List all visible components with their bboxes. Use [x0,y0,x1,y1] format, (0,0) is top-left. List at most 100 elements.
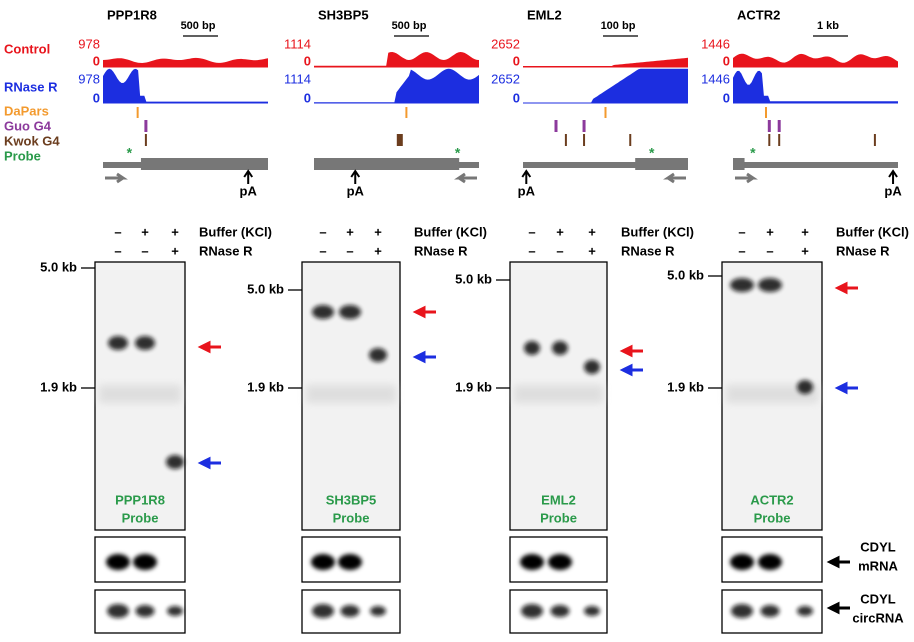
circrna-blot [721,589,823,634]
band [312,305,334,319]
mrna-blot [94,536,186,583]
size-marker: 5.0 kb [667,267,704,282]
circrna-blot [301,589,401,634]
band-arrow [834,381,858,395]
pa-label: pA [884,183,902,198]
rnase-max: 1114 [284,71,311,86]
pa-arrow [521,169,532,184]
band [524,341,540,355]
band [797,380,813,394]
smear [514,385,603,403]
rnase-label: RNase R [836,243,890,258]
rnase-max: 2652 [491,71,520,86]
rnase-min: 0 [723,90,730,105]
rnase-label: RNase R [414,243,468,258]
size-marker: 1.9 kb [247,379,284,394]
band [339,305,361,319]
size-marker: 5.0 kb [40,259,77,274]
pa-label: pA [240,183,258,198]
rnase-label: RNase R [621,243,675,258]
smear [99,385,181,403]
size-marker: 1.9 kb [455,379,492,394]
buffer-sign: – [114,224,121,239]
control-min: 0 [513,53,520,68]
buffer-sign: + [588,224,596,239]
blot-gene: EML2 [541,492,576,507]
circrna-band [797,606,813,616]
rnase-sign: + [171,243,179,258]
buffer-sign: + [171,224,179,239]
band [108,336,128,350]
control-max: 1446 [701,36,730,51]
mrna-band [106,554,130,570]
rnase-sign: + [588,243,596,258]
gene-exon [635,158,688,170]
rnase-sign: – [766,243,773,258]
buffer-sign: + [766,224,774,239]
band-arrow [619,363,643,377]
gene-name: SH3BP5 [318,7,369,22]
band [758,278,782,292]
mrna-band [338,554,362,570]
coverage [523,68,688,103]
direction-arrow [735,172,758,184]
control-min: 0 [304,53,311,68]
band [166,455,184,469]
gene-exon [140,158,268,170]
circrna-band [521,604,543,618]
gene-exon [314,158,460,170]
blot-probe: Probe [540,510,577,525]
mrna-band [311,554,335,570]
rnase-min: 0 [513,90,520,105]
scale-label: 1 kb [817,20,839,32]
label-arrow [826,555,850,569]
buffer-label: Buffer (KCl) [621,224,694,239]
gene-name: ACTR2 [737,7,780,22]
mrna-band [548,554,572,570]
smear [726,385,818,403]
band [552,341,568,355]
rnase-label: RNase R [199,243,253,258]
loading-label: CDYL [860,539,895,554]
control-max: 1114 [284,36,311,51]
loading-label: mRNA [858,558,898,573]
band-arrow [834,281,858,295]
circrna-band [107,604,129,618]
size-marker: 1.9 kb [40,379,77,394]
buffer-sign: – [319,224,326,239]
circrna-band [550,605,570,617]
buffer-sign: + [801,224,809,239]
gene-model [733,162,898,168]
coverage [733,53,898,67]
circrna-band [340,605,360,617]
band-arrow [412,305,436,319]
circrna-band [312,604,334,618]
band-arrow [412,350,436,364]
pa-arrow [243,169,254,184]
buffer-label: Buffer (KCl) [836,224,909,239]
size-marker: 1.9 kb [667,379,704,394]
buffer-sign: + [374,224,382,239]
blot-gene: PPP1R8 [115,492,165,507]
control-min: 0 [93,53,100,68]
probe-star: * [750,145,756,161]
probe-star: * [127,145,133,161]
size-marker: 5.0 kb [455,271,492,286]
pa-label: pA [347,183,365,198]
scale-label: 100 bp [601,20,636,32]
size-marker: 5.0 kb [247,281,284,296]
coverage [314,52,479,67]
rnase-sign: – [528,243,535,258]
gene-model [523,162,688,168]
track-label: Kwok G4 [4,133,60,148]
track-label: Control [4,41,50,56]
buffer-sign: + [141,224,149,239]
band [730,278,754,292]
gene-name: PPP1R8 [107,7,157,22]
rnase-sign: – [346,243,353,258]
coverage [314,68,479,103]
blot-probe: Probe [333,510,370,525]
circrna-band [167,606,183,616]
direction-arrow [454,172,477,184]
